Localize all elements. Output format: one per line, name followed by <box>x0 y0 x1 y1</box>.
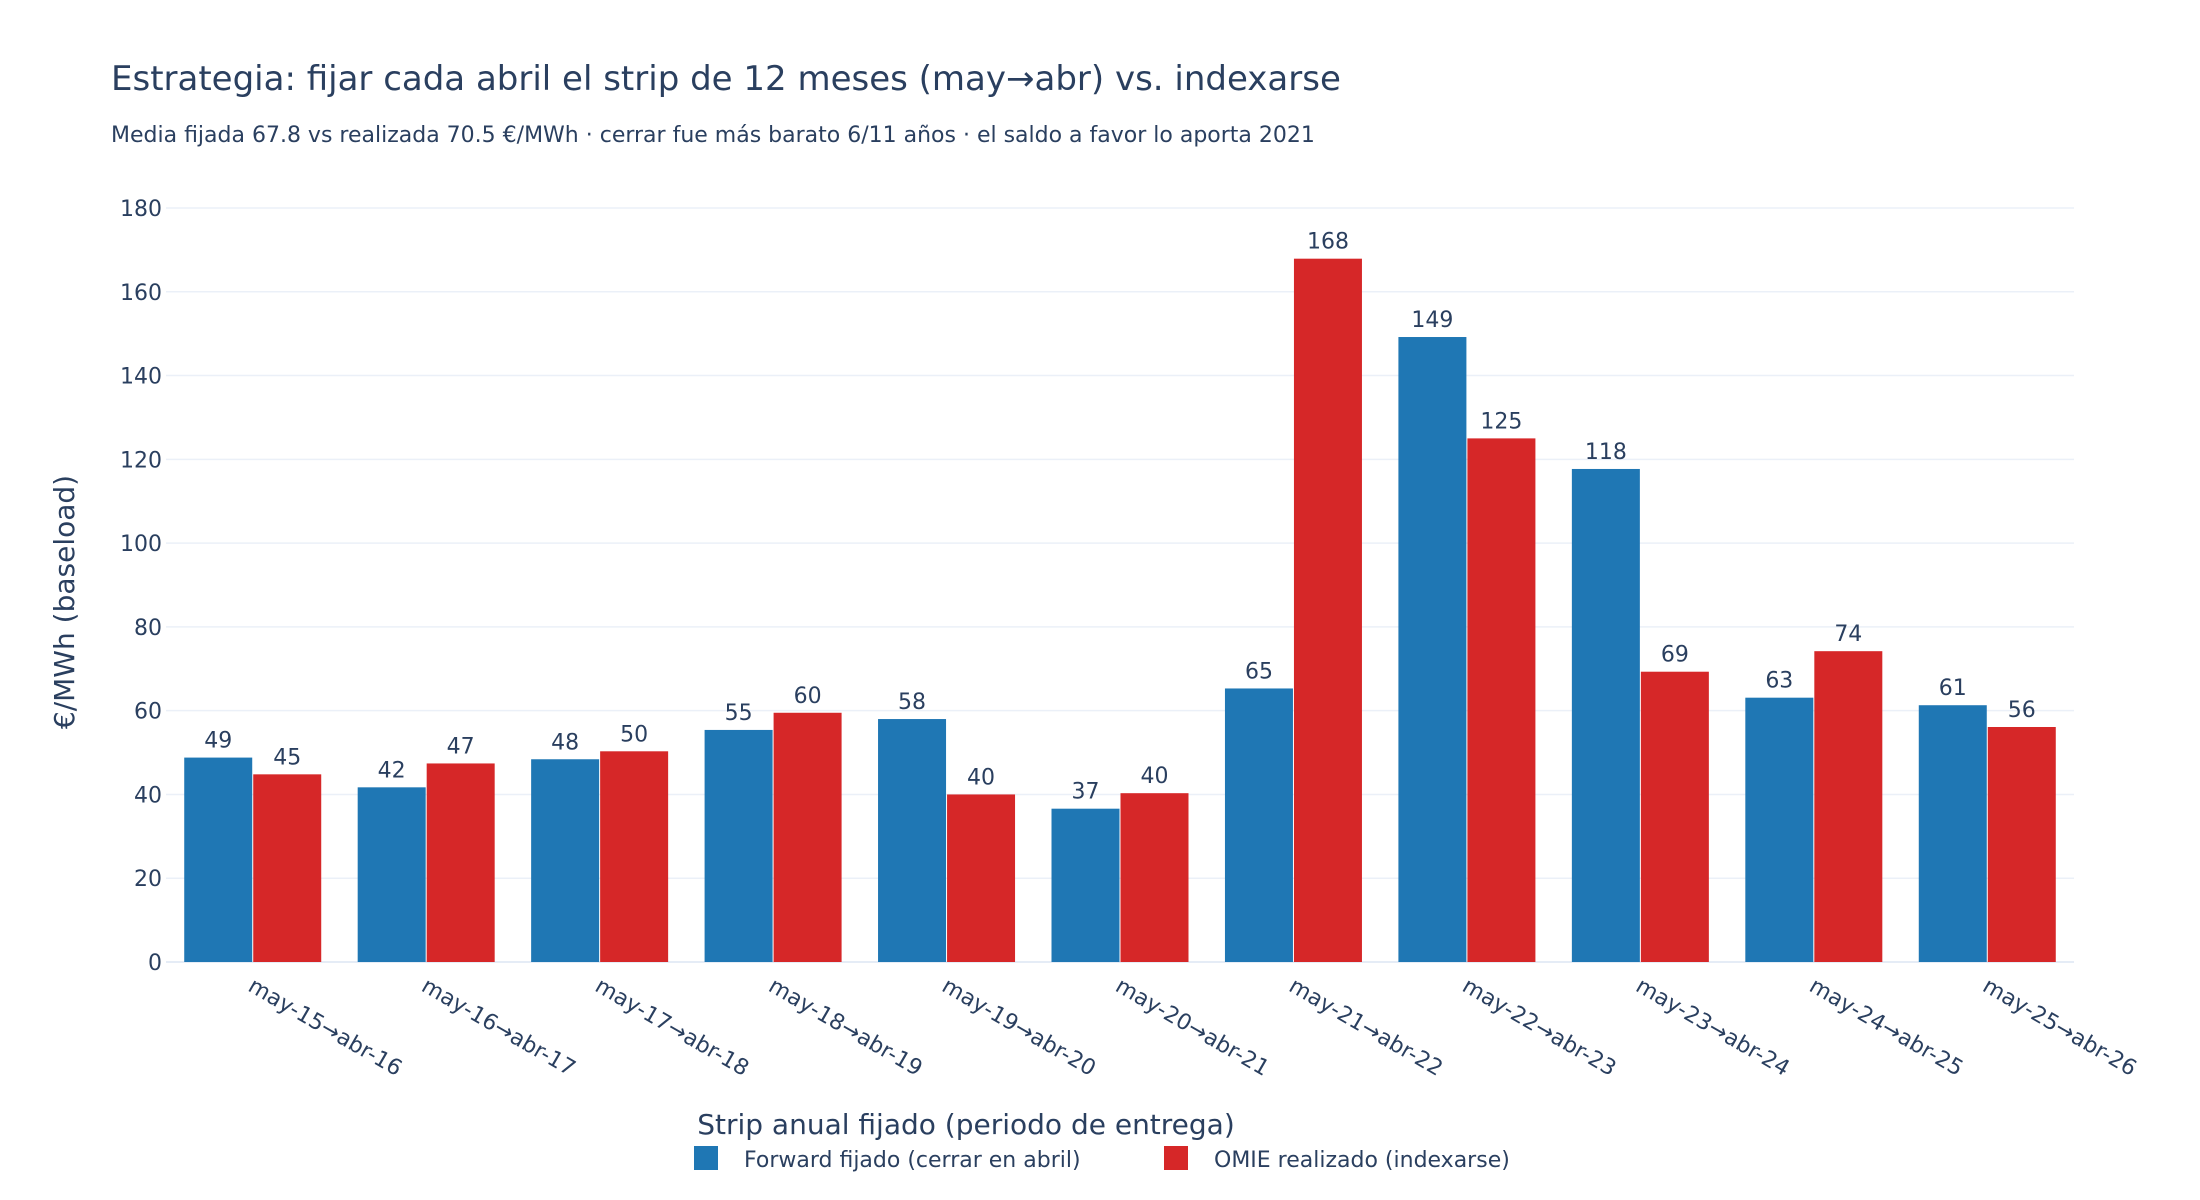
bar-value-label: 55 <box>725 701 753 726</box>
bar-value-label: 58 <box>898 690 926 715</box>
bar-value-label: 49 <box>204 729 232 754</box>
x-tick-label: may-17→abr-18 <box>591 974 753 1082</box>
y-tick-label: 120 <box>120 448 162 473</box>
bars <box>184 258 2056 962</box>
y-tick-label: 140 <box>120 365 162 390</box>
x-tick-label: may-20→abr-21 <box>1111 974 1273 1082</box>
x-tick-label: may-21→abr-22 <box>1284 974 1446 1082</box>
chart-title: Estrategia: fijar cada abril el strip de… <box>111 59 1341 99</box>
bar-value-label: 37 <box>1072 780 1100 805</box>
bar <box>1745 697 1814 962</box>
bar <box>1640 671 1709 962</box>
bar-value-label: 48 <box>551 730 579 755</box>
legend-swatch-forward <box>694 1146 718 1170</box>
x-tick-label: may-23→abr-24 <box>1631 974 1793 1082</box>
y-tick-label: 20 <box>134 867 162 892</box>
bar-value-label: 125 <box>1480 409 1522 434</box>
x-tick-label: may-24→abr-25 <box>1805 974 1967 1082</box>
x-axis-ticks: may-15→abr-16 may-16→abr-17 may-17→abr-18 m… <box>244 974 2141 1082</box>
bar-value-label: 42 <box>378 758 406 783</box>
y-tick-label: 60 <box>134 700 162 725</box>
x-tick-label: may-25→abr-26 <box>1978 974 2140 1082</box>
bar <box>184 757 253 962</box>
bar-value-label: 40 <box>967 765 995 790</box>
y-axis-title: €/MWh (baseload) <box>48 475 81 729</box>
bar <box>947 794 1016 962</box>
y-axis-ticks: 0 20 40 60 80 100 120 140 160 180 <box>120 197 162 976</box>
y-tick-label: 0 <box>148 951 162 976</box>
bar <box>600 751 669 962</box>
bar <box>878 719 947 962</box>
x-tick-label: may-18→abr-19 <box>764 974 926 1082</box>
bar <box>1224 688 1293 962</box>
bar-value-label: 56 <box>2008 698 2036 723</box>
bar-value-label: 118 <box>1585 440 1627 465</box>
y-tick-label: 160 <box>120 281 162 306</box>
bar-value-label: 63 <box>1765 669 1793 694</box>
x-tick-label: may-19→abr-20 <box>938 974 1100 1082</box>
y-tick-label: 80 <box>134 616 162 641</box>
bar <box>1987 727 2056 962</box>
bar <box>1051 808 1120 962</box>
bar <box>426 763 495 962</box>
bar-value-labels: 49 45 42 47 48 50 55 60 58 40 37 40 65 168 149 125 118 69… <box>204 230 2036 805</box>
bar <box>1293 258 1362 962</box>
bar-value-label: 45 <box>273 745 301 770</box>
bar-value-label: 47 <box>447 734 475 759</box>
x-tick-label: may-16→abr-17 <box>417 974 579 1082</box>
legend-swatch-omie <box>1164 1146 1188 1170</box>
bar <box>1918 705 1987 962</box>
bar-value-label: 69 <box>1661 643 1689 668</box>
bar <box>531 759 600 962</box>
bar <box>357 787 426 962</box>
legend: Forward fijado (cerrar en abril) OMIE re… <box>694 1146 1510 1173</box>
chart-subtitle: Media fijada 67.8 vs realizada 70.5 €/MW… <box>111 123 1315 148</box>
bar-value-label: 61 <box>1939 676 1967 701</box>
bar <box>1120 793 1189 962</box>
bar-value-label: 149 <box>1411 308 1453 333</box>
x-tick-label: may-22→abr-23 <box>1458 974 1620 1082</box>
bar <box>773 712 842 962</box>
legend-label-omie: OMIE realizado (indexarse) <box>1214 1148 1510 1173</box>
x-tick-label: may-15→abr-16 <box>244 974 406 1082</box>
x-axis-title: Strip anual fijado (periodo de entrega) <box>697 1108 1235 1141</box>
bar-value-label: 60 <box>794 684 822 709</box>
bar-value-label: 168 <box>1307 230 1349 255</box>
bar-value-label: 65 <box>1245 659 1273 684</box>
bar-value-label: 40 <box>1141 764 1169 789</box>
legend-label-forward: Forward fijado (cerrar en abril) <box>744 1148 1081 1173</box>
y-tick-label: 180 <box>120 197 162 222</box>
y-tick-label: 100 <box>120 532 162 557</box>
bar <box>1571 468 1640 962</box>
bar <box>1398 337 1467 962</box>
bar <box>1814 651 1883 962</box>
bar-value-label: 74 <box>1834 622 1862 647</box>
bar <box>253 774 322 962</box>
y-tick-label: 40 <box>134 783 162 808</box>
bar <box>704 729 773 962</box>
bar <box>1467 438 1536 962</box>
bar-value-label: 50 <box>620 722 648 747</box>
